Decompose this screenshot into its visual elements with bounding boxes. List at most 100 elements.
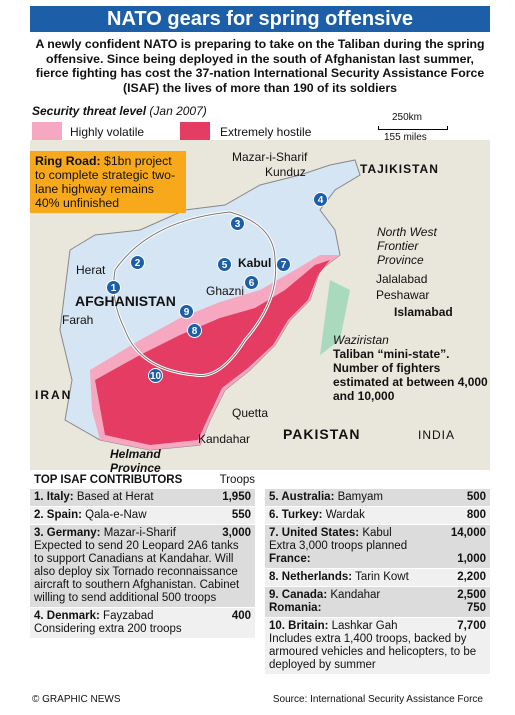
- waziristan-zone: [320, 280, 350, 355]
- table-row: 5. Australia: Bamyam 500: [265, 488, 490, 506]
- row-line: 3. Germany: Mazar-i-Sharif 3,000: [34, 527, 251, 540]
- hostile-zone: [95, 260, 330, 445]
- note: Extra 3,000 troops planned: [269, 540, 408, 552]
- row-line: 4. Denmark: Fayzabad 400: [34, 610, 251, 623]
- map: [30, 140, 490, 470]
- table-row: 7. United States: Kabul 14,000 Extra 3,000…: [265, 524, 490, 568]
- table-row: 3. Germany: Mazar-i-Sharif 3,000 Expected …: [30, 524, 255, 607]
- place-label: TAJIKISTAN: [360, 162, 439, 176]
- note: Includes extra 1,400 troops, backed by a…: [269, 633, 477, 671]
- place-label: Quetta: [232, 406, 269, 420]
- location: Kabul: [362, 527, 392, 539]
- location: Based at Herat: [76, 491, 154, 503]
- place-label: Herat: [76, 263, 106, 277]
- place-label: AFGHANISTAN: [75, 293, 176, 309]
- troops-header: Troops: [219, 474, 255, 486]
- troops: 500: [466, 491, 486, 503]
- marker: 8: [187, 323, 202, 338]
- place-label: INDIA: [418, 428, 456, 442]
- location: Wardak: [325, 509, 365, 521]
- title: NATO gears for spring offensive: [30, 6, 490, 32]
- legend-item: Highly volatile: [70, 125, 145, 139]
- swatch-hostile: [180, 122, 210, 140]
- country: 8. Netherlands:: [269, 571, 353, 583]
- location: Kandahar: [330, 589, 381, 601]
- place-label: Kabul: [238, 256, 272, 270]
- troops: 2,500: [457, 589, 486, 601]
- marker: 4: [313, 192, 328, 207]
- right-column: 5. Australia: Bamyam 500 6. Turkey: Wardak…: [265, 488, 490, 674]
- legend-date: (Jan 2007): [149, 104, 207, 118]
- country: 6. Turkey:: [269, 509, 323, 521]
- place-label: North West Frontier Province: [377, 225, 437, 267]
- place-label: Islamabad: [394, 305, 453, 319]
- sub-troops: 1,000: [457, 553, 486, 565]
- left-column: 1. Italy: Based at Herat 1,950 2. Spain: Q…: [30, 488, 255, 674]
- location: Mazar-i-Sharif: [103, 527, 176, 539]
- table-row: 10. Britain: Lashkar Gah 7,700 Includes ex…: [265, 617, 490, 674]
- sub-line: Romania: 750: [269, 602, 486, 615]
- place-label: Kandahar: [198, 432, 251, 446]
- row-entry: 8. Netherlands: Tarin Kowt: [269, 571, 409, 584]
- row-entry: 2. Spain: Qala-e-Naw: [34, 509, 147, 522]
- troops: 14,000: [450, 527, 486, 539]
- table-row: 9. Canada: Kandahar 2,500 Romania: 750: [265, 586, 490, 617]
- place-label: Helmand Province: [110, 447, 161, 475]
- row-line: 10. Britain: Lashkar Gah 7,700: [269, 620, 486, 633]
- row-line: 6. Turkey: Wardak 800: [269, 509, 486, 522]
- scale-miles: 155 miles: [384, 132, 427, 143]
- contributors-table: TOP ISAF CONTRIBUTORS Troops 1. Italy: Ba…: [30, 472, 490, 674]
- callout-label: Ring Road:: [35, 154, 101, 168]
- row-entry: 10. Britain: Lashkar Gah: [269, 620, 398, 633]
- marker: 3: [230, 216, 245, 231]
- place-label: Peshawar: [376, 288, 430, 302]
- marker: 5: [217, 257, 232, 272]
- country: 9. Canada:: [269, 589, 328, 601]
- troops: 400: [231, 610, 251, 622]
- country: 4. Denmark:: [34, 610, 100, 622]
- table-row: 4. Denmark: Fayzabad 400 Considering extra…: [30, 607, 255, 638]
- row-line: 7. United States: Kabul 14,000: [269, 527, 486, 540]
- legend-title: Security threat level (Jan 2007): [32, 104, 207, 118]
- marker: 1: [106, 280, 121, 295]
- waziristan-text: Taliban “mini-state”. Number of fighters…: [333, 347, 488, 403]
- troops: 800: [466, 509, 486, 521]
- place-label: Mazar-i-Sharif: [232, 150, 308, 164]
- marker: 7: [276, 257, 291, 272]
- troops: 3,000: [222, 527, 251, 539]
- table-row: 6. Turkey: Wardak 800: [265, 506, 490, 524]
- country: 7. United States:: [269, 527, 360, 539]
- country: 5. Australia:: [269, 491, 335, 503]
- table-body: 1. Italy: Based at Herat 1,950 2. Spain: Q…: [30, 488, 490, 674]
- marker: 10: [148, 368, 163, 383]
- row-entry: 3. Germany: Mazar-i-Sharif: [34, 527, 176, 540]
- table-head: TOP ISAF CONTRIBUTORS Troops: [30, 472, 490, 488]
- waziristan-name: Waziristan: [333, 333, 389, 347]
- row-line: 8. Netherlands: Tarin Kowt 2,200: [269, 571, 486, 584]
- country: 2. Spain:: [34, 509, 82, 521]
- scale-km: 250km: [392, 112, 423, 123]
- row-entry: 9. Canada: Kandahar: [269, 589, 380, 602]
- table-header: TOP ISAF CONTRIBUTORS Troops: [30, 472, 259, 488]
- country: 3. Germany:: [34, 527, 101, 539]
- location: Qala-e-Naw: [85, 509, 147, 521]
- row-line: 9. Canada: Kandahar 2,500: [269, 589, 486, 602]
- marker: 9: [179, 304, 194, 319]
- note: Expected to send 20 Leopard 2A6 tanks to…: [34, 540, 240, 604]
- troops: 550: [231, 509, 251, 521]
- place-label: PAKISTAN: [283, 426, 361, 442]
- sub-country: Romania:: [269, 602, 322, 614]
- place-label: Kunduz: [265, 165, 306, 179]
- row-line: 2. Spain: Qala-e-Naw 550: [34, 509, 251, 522]
- location: Lashkar Gah: [331, 620, 398, 632]
- row-line: 1. Italy: Based at Herat 1,950: [34, 491, 251, 504]
- troops: 7,700: [457, 620, 486, 632]
- troops: 2,200: [457, 571, 486, 583]
- credit: © GRAPHIC NEWS: [32, 694, 121, 705]
- place-label: Ghazni: [206, 284, 245, 298]
- source: Source: International Security Assistanc…: [272, 694, 483, 705]
- country: 1. Italy:: [34, 491, 74, 503]
- sub-troops: 750: [466, 602, 486, 614]
- place-label: Farah: [62, 313, 94, 327]
